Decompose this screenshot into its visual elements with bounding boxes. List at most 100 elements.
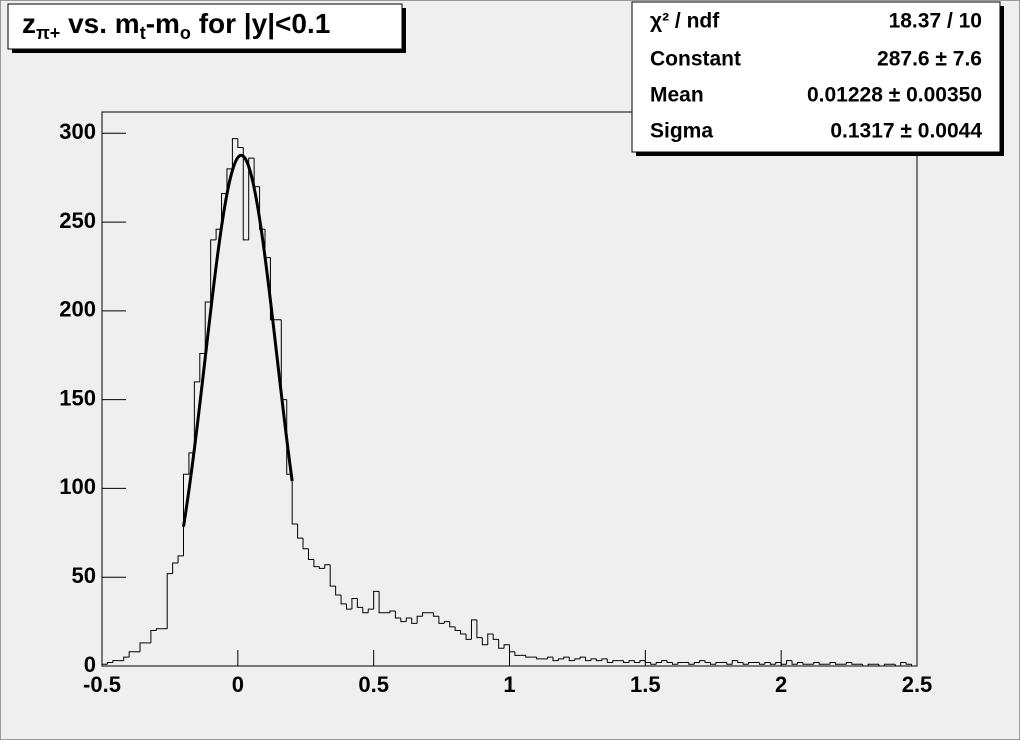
histogram-bin: [845, 661, 852, 665]
histogram-bin: [574, 658, 581, 661]
y-tick-label: 150: [59, 385, 96, 410]
histogram-bin: [737, 660, 744, 663]
histogram-bin: [726, 662, 733, 665]
histogram-bin: [661, 660, 668, 663]
histogram-bin: [177, 555, 184, 564]
histogram-bin: [183, 473, 189, 556]
histogram-bin: [226, 168, 233, 194]
histogram-bin: [432, 612, 439, 617]
histogram-bin: [443, 621, 450, 624]
stat-label: Sigma: [650, 120, 713, 143]
histogram-bin: [172, 562, 179, 574]
histogram-bin: [612, 660, 619, 663]
marks: [101, 132, 918, 667]
histogram-bin: [585, 657, 591, 662]
histogram-bin: [644, 660, 651, 663]
histogram-bin: [204, 301, 211, 354]
histogram-bin: [394, 610, 401, 619]
histogram-bin: [791, 660, 798, 665]
histogram-bin: [911, 664, 917, 667]
histogram-bin: [655, 661, 662, 665]
stats-box: [631, 1, 1001, 153]
histogram-bin: [758, 662, 765, 665]
histogram-bin: [481, 637, 488, 646]
x-tick-label: 1: [503, 672, 515, 697]
y-tick-label: 250: [59, 208, 96, 233]
histogram-bin: [106, 661, 113, 665]
histogram-bin: [666, 660, 673, 663]
histogram-bin: [563, 656, 570, 659]
histogram-bin: [829, 661, 836, 665]
stat-value: 287.6 ± 7.6: [877, 48, 982, 71]
histogram-bin: [400, 618, 407, 623]
stat-label: χ² / ndf: [650, 10, 720, 33]
histogram-bin: [498, 639, 505, 649]
histogram-bin: [210, 239, 217, 302]
histogram-bin: [470, 619, 477, 640]
stats: χ² / ndf 18.37 / 10 Constant 287.6 ± 7.6 Mea…: [650, 10, 982, 143]
histogram-bin: [878, 664, 885, 667]
title-text: vs. m: [60, 8, 139, 39]
histogram-bin: [905, 662, 912, 665]
histogram-bin: [704, 660, 711, 663]
histogram-bin: [623, 660, 630, 663]
y-tick-label: 50: [72, 563, 96, 588]
x-tick-label: -0.5: [83, 672, 121, 697]
y-tick-label: 100: [59, 474, 96, 499]
histogram-bin: [199, 352, 206, 382]
histogram-bin: [492, 634, 499, 640]
title-subscript: o: [180, 23, 191, 43]
title-text: z: [22, 8, 36, 39]
histogram-bin: [307, 548, 314, 560]
histogram-bin: [465, 634, 472, 640]
title-text: -m: [146, 8, 180, 39]
histogram-bin: [237, 138, 244, 149]
title-text: for |y|<0.1: [191, 8, 330, 39]
plot-frame: [101, 111, 918, 667]
histogram-bin: [302, 538, 309, 550]
histogram-bin: [335, 586, 342, 596]
histogram-bin: [672, 662, 678, 665]
histogram-bin: [422, 612, 428, 617]
histogram-bin: [595, 658, 602, 662]
histogram-bin: [259, 186, 265, 230]
x-tick-label: 2: [775, 672, 787, 697]
histogram-bin: [329, 564, 336, 587]
histogram-bin: [367, 608, 374, 613]
histogram-bin: [633, 660, 640, 663]
histogram-bin: [769, 662, 776, 665]
histogram-bin: [405, 617, 412, 622]
stat-label: Mean: [650, 84, 704, 107]
histogram-bin: [416, 615, 423, 624]
stat-label: Constant: [650, 48, 741, 71]
histogram-bin: [231, 138, 238, 169]
stat-value: 0.01228 ± 0.00350: [807, 84, 982, 107]
histogram-bin: [389, 610, 396, 613]
histogram-bin: [193, 381, 200, 453]
histogram-bin: [460, 630, 467, 635]
histogram-bin: [601, 658, 608, 661]
histogram-bin: [351, 598, 358, 610]
histogram-bin: [710, 662, 716, 665]
histogram-bin: [813, 661, 820, 665]
histogram-bin: [340, 594, 347, 605]
histogram-bin: [780, 662, 787, 665]
histogram-bin: [514, 651, 521, 656]
histogram-bin: [568, 657, 575, 662]
histogram-bin: [894, 664, 901, 667]
histogram-bin: [297, 523, 304, 539]
histogram-bin: [476, 619, 483, 639]
histogram-bin: [851, 662, 858, 665]
histogram-bin: [346, 603, 352, 610]
y-tick-label: 200: [59, 297, 96, 322]
histogram-bin: [742, 662, 749, 665]
histogram-bin: [764, 661, 771, 665]
histogram-bin: [362, 607, 369, 614]
histogram-bin: [525, 655, 532, 658]
histogram-bin: [590, 658, 597, 661]
histogram-bin: [356, 598, 363, 608]
histogram-bin: [606, 658, 613, 663]
histogram-bin: [552, 657, 559, 662]
